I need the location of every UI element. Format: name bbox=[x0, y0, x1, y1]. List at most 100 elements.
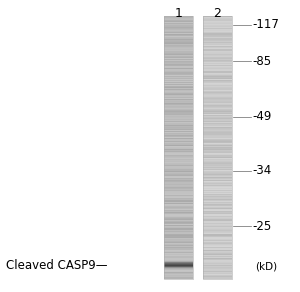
Bar bbox=[164, 48, 193, 49]
Bar bbox=[203, 84, 232, 85]
Bar bbox=[164, 265, 193, 266]
Bar bbox=[203, 238, 232, 239]
Bar bbox=[164, 276, 193, 277]
Bar bbox=[203, 110, 232, 111]
Bar bbox=[203, 19, 232, 20]
Bar bbox=[203, 258, 232, 259]
Bar bbox=[203, 97, 232, 98]
Bar bbox=[203, 244, 232, 245]
Bar bbox=[203, 99, 232, 100]
Bar bbox=[164, 69, 193, 70]
Bar bbox=[164, 23, 193, 24]
Bar bbox=[203, 24, 232, 25]
Bar bbox=[203, 16, 232, 279]
Bar bbox=[164, 270, 193, 271]
Bar bbox=[164, 168, 193, 169]
Bar bbox=[203, 269, 232, 270]
Bar bbox=[203, 69, 232, 70]
Bar bbox=[203, 177, 232, 178]
Bar bbox=[164, 163, 193, 164]
Bar bbox=[164, 84, 193, 85]
Bar bbox=[203, 232, 232, 233]
Text: -85: -85 bbox=[252, 55, 271, 68]
Bar bbox=[203, 78, 232, 79]
Bar bbox=[203, 154, 232, 155]
Bar bbox=[203, 120, 232, 121]
Bar bbox=[203, 94, 232, 95]
Bar bbox=[164, 85, 193, 86]
Bar bbox=[203, 242, 232, 243]
Bar bbox=[164, 134, 193, 135]
Bar bbox=[164, 107, 193, 108]
Bar bbox=[164, 133, 193, 134]
Bar bbox=[164, 31, 193, 32]
Bar bbox=[203, 239, 232, 240]
Bar bbox=[164, 103, 193, 104]
Bar bbox=[164, 157, 193, 158]
Bar bbox=[164, 217, 193, 218]
Bar bbox=[203, 221, 232, 222]
Bar bbox=[164, 238, 193, 239]
Bar bbox=[203, 129, 232, 130]
Bar bbox=[203, 140, 232, 141]
Bar bbox=[164, 106, 193, 107]
Bar bbox=[203, 134, 232, 135]
Bar bbox=[164, 263, 193, 264]
Bar bbox=[164, 72, 193, 73]
Bar bbox=[203, 171, 232, 172]
Bar bbox=[164, 49, 193, 50]
Bar bbox=[203, 277, 232, 278]
Bar bbox=[203, 54, 232, 55]
Bar bbox=[203, 245, 232, 246]
Bar bbox=[164, 183, 193, 185]
Bar bbox=[164, 26, 193, 27]
Bar bbox=[203, 160, 232, 161]
Bar bbox=[164, 174, 193, 175]
Bar bbox=[203, 263, 232, 264]
Bar bbox=[164, 90, 193, 91]
Bar bbox=[203, 190, 232, 192]
Bar bbox=[164, 166, 193, 167]
Bar bbox=[164, 20, 193, 22]
Bar bbox=[164, 198, 193, 199]
Bar bbox=[164, 87, 193, 88]
Bar bbox=[203, 216, 232, 217]
Bar bbox=[164, 99, 193, 100]
Bar bbox=[203, 219, 232, 220]
Bar bbox=[164, 117, 193, 118]
Bar bbox=[164, 52, 193, 53]
Bar bbox=[203, 213, 232, 214]
Bar bbox=[203, 224, 232, 225]
Bar bbox=[203, 23, 232, 24]
Bar bbox=[203, 137, 232, 138]
Bar bbox=[164, 170, 193, 171]
Bar bbox=[164, 140, 193, 141]
Bar bbox=[164, 24, 193, 25]
Text: -49: -49 bbox=[252, 110, 272, 123]
Bar bbox=[164, 59, 193, 60]
Bar bbox=[164, 181, 193, 182]
Bar bbox=[203, 209, 232, 210]
Bar bbox=[203, 52, 232, 53]
Bar bbox=[164, 20, 193, 21]
Bar bbox=[203, 168, 232, 169]
Bar bbox=[164, 89, 193, 90]
Bar bbox=[203, 28, 232, 29]
Bar bbox=[164, 205, 193, 206]
Bar bbox=[164, 187, 193, 188]
Bar bbox=[203, 20, 232, 21]
Bar bbox=[203, 201, 232, 202]
Bar bbox=[203, 57, 232, 58]
Bar bbox=[164, 158, 193, 159]
Bar bbox=[164, 221, 193, 222]
Bar bbox=[164, 228, 193, 229]
Bar bbox=[164, 88, 193, 89]
Bar bbox=[164, 129, 193, 130]
Bar bbox=[164, 96, 193, 97]
Bar bbox=[203, 67, 232, 68]
Bar bbox=[203, 41, 232, 42]
Bar bbox=[203, 252, 232, 253]
Bar bbox=[203, 71, 232, 72]
Bar bbox=[164, 218, 193, 220]
Bar bbox=[164, 177, 193, 178]
